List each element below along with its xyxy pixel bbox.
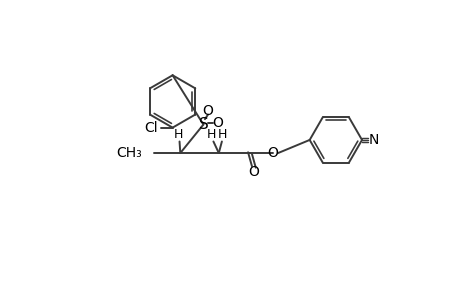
Text: O: O — [267, 146, 278, 160]
Text: H: H — [174, 128, 183, 141]
Text: N: N — [368, 133, 378, 147]
Text: H: H — [207, 128, 216, 141]
Text: O: O — [212, 116, 222, 130]
Text: H: H — [218, 128, 227, 141]
Text: S: S — [198, 117, 208, 132]
Text: CH₃: CH₃ — [116, 146, 141, 160]
Text: O: O — [202, 104, 213, 118]
Text: Cl: Cl — [144, 121, 157, 135]
Text: O: O — [247, 165, 258, 179]
